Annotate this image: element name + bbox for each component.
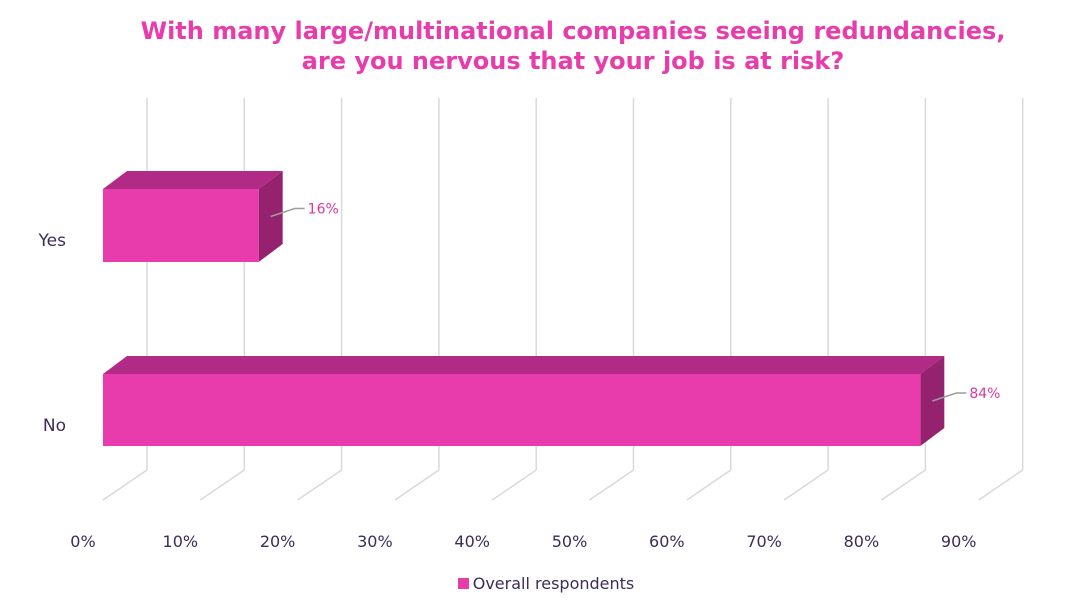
x-tick-label: 60% [649,532,685,551]
gridline-floor [199,469,245,501]
bar-no [103,374,921,446]
gridline-floor [491,469,537,501]
x-tick-label: 70% [746,532,782,551]
bars [103,171,945,446]
legend-swatch [457,578,469,589]
data-label-leader [932,392,967,402]
data-label: 84% [969,386,1000,402]
x-tick-label: 0% [70,532,95,551]
bar-yes [103,189,259,262]
labels: 0% 10% 20% 30% 40% 50% 60% 70% 80% 90% Yes 16% No 84% [38,202,1001,552]
gridline-floor [589,469,634,501]
x-tick-label: 90% [941,532,977,551]
x-tick-label: 20% [260,532,296,551]
category-label: No [43,416,66,436]
chart-title: With many large/multinational companies … [140,17,1006,75]
gridline-floor [297,469,343,501]
gridline-floor [686,469,732,501]
legend: Overall respondents [0,574,1092,593]
gridline-floor [394,469,440,501]
bar-top [103,171,283,189]
data-label-leader [270,207,305,218]
category-label: Yes [38,231,67,251]
x-tick-label: 30% [357,532,393,551]
x-tick-label: 10% [163,532,199,551]
gridline-floor [880,469,926,501]
x-tick-label: 40% [454,532,490,551]
data-label: 16% [308,202,339,218]
legend-label: Overall respondents [472,574,635,593]
gridline-floor [102,469,148,501]
gridline-floor [978,469,1024,501]
x-tick-label: 80% [844,532,880,551]
bar-top [103,356,945,374]
gridline-floor [783,469,829,501]
x-tick-label: 50% [552,532,588,551]
